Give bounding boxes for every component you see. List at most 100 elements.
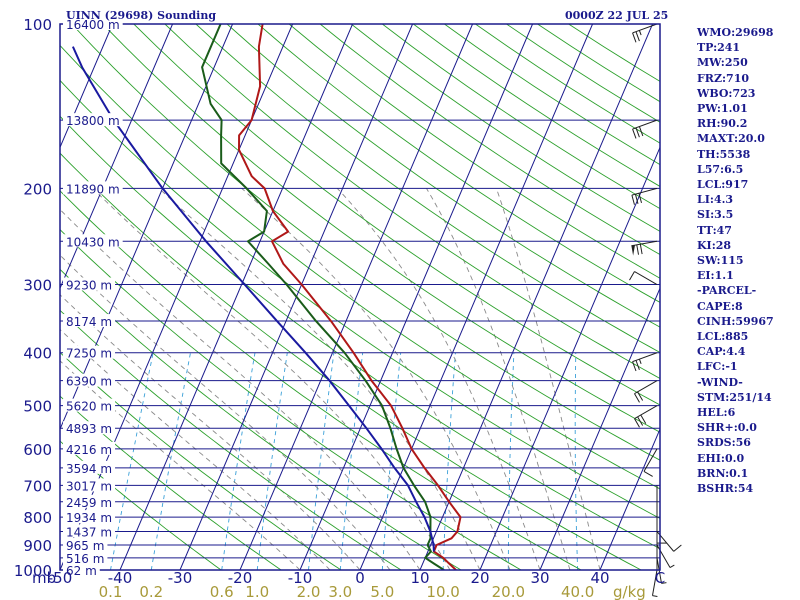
- index-item: WBO:723: [697, 86, 756, 100]
- mixing-ratio-line: [308, 352, 335, 570]
- index-item: TT:47: [697, 223, 732, 237]
- index-item: SI:3.5: [697, 208, 734, 222]
- index-item: LFC:-1: [697, 360, 738, 374]
- index-item: KI:28: [697, 238, 732, 252]
- pressure-label: 800: [23, 509, 52, 527]
- height-label: 7250 m: [66, 347, 112, 361]
- temperature-tick-label: -40: [108, 569, 133, 587]
- temperature-tick-label: C: [655, 569, 665, 587]
- pressure-label: 500: [23, 398, 52, 416]
- pressure-unit-label: mb: [32, 569, 56, 587]
- temperature-tick-label: -50: [48, 569, 73, 587]
- index-item: PW:1.01: [697, 102, 748, 116]
- height-label: 1934 m: [66, 511, 112, 525]
- index-item: -WIND-: [697, 375, 743, 389]
- height-label: 8174 m: [66, 315, 112, 329]
- wind-barb: [632, 352, 658, 372]
- moist-adiabat: [60, 254, 391, 570]
- index-item: L57:6.5: [697, 162, 744, 176]
- wind-barb: [634, 405, 658, 428]
- temperature-tick-label: 40: [590, 569, 609, 587]
- height-label-bg: [63, 345, 116, 359]
- pressure-label: 1000: [14, 562, 52, 580]
- wind-barb: [651, 569, 658, 597]
- wind-barb: [656, 517, 667, 544]
- wind-barb-full: [632, 128, 637, 139]
- isotherm: [60, 24, 234, 431]
- index-item: HEL:6: [697, 406, 736, 420]
- dry-adiabat: [60, 79, 660, 519]
- wind-barb-staff: [656, 544, 671, 568]
- wind-barb: [629, 271, 658, 285]
- mixing-ratio-label: 0.2: [139, 583, 163, 600]
- index-item: SRDS:56: [697, 436, 751, 450]
- wind-barb-full: [637, 416, 644, 426]
- valid-time: 0000Z 22 JUL 25: [565, 9, 669, 22]
- mixing-ratio-unit: g/kg: [613, 583, 646, 600]
- pressure-label: 100: [23, 16, 52, 34]
- height-label-bg: [63, 563, 100, 576]
- wind-barb-half: [652, 595, 658, 597]
- mixing-ratio-label: 0.6: [210, 583, 234, 600]
- isotherm: [359, 24, 594, 570]
- height-label-bg: [63, 460, 116, 474]
- moist-adiabat: [92, 188, 451, 570]
- index-item: CAPE:8: [697, 299, 743, 313]
- wind-barb-full: [640, 414, 647, 424]
- wind-barb-full: [634, 194, 639, 204]
- temperature-tick-label: -20: [228, 569, 253, 587]
- pressure-label: 600: [23, 441, 52, 459]
- wind-barb-staff: [634, 271, 658, 285]
- isotherm: [299, 24, 534, 570]
- wind-barb-full: [635, 360, 640, 370]
- height-label-bg: [63, 373, 116, 387]
- index-item: WMO:29698: [697, 26, 774, 39]
- height-label-bg: [63, 17, 123, 30]
- mixing-ratio-labels: 0.1 0.2 0.6 1.0 2.0 3.0 5.0 10.0 20.0 40.0 g/kg: [99, 583, 646, 600]
- height-label-bg: [63, 478, 116, 492]
- wind-barb-half: [638, 358, 642, 364]
- height-label: 965 m: [66, 539, 104, 553]
- height-label: 11890 m: [66, 182, 120, 196]
- mixing-ratio-label: 10.0: [426, 583, 459, 600]
- wind-barb-full: [634, 418, 640, 428]
- wind-barb-half: [638, 30, 642, 36]
- height-label: 16400 m: [66, 18, 120, 32]
- height-label-bg: [63, 234, 123, 248]
- index-item: BSHR:54: [697, 482, 754, 496]
- wind-barb-flag: [631, 245, 635, 256]
- height-label: 62 m: [66, 564, 97, 578]
- index-item: EI:1.1: [697, 269, 734, 283]
- wind-barb-full: [636, 244, 640, 255]
- isobars: [60, 23, 660, 571]
- wind-barb-full: [635, 127, 640, 138]
- index-item: CAP:4.4: [697, 345, 746, 359]
- wind-barb-staff: [634, 405, 658, 420]
- temperature-tick-label: 0: [355, 569, 365, 587]
- wind-barb-staff: [632, 352, 658, 363]
- height-label-bg: [63, 538, 108, 552]
- wind-barb-full: [643, 470, 653, 477]
- wind-barb-half: [661, 582, 667, 584]
- index-item: MW:250: [697, 56, 748, 70]
- height-label: 10430 m: [66, 235, 120, 249]
- wind-barb-staff: [631, 187, 658, 196]
- mixing-ratio-label: 20.0: [492, 583, 525, 600]
- dewpoint-trace: [201, 24, 445, 570]
- pressure-label: 200: [23, 180, 52, 198]
- temperature-labels: -50 -40 -30 -20 -10 0 10 20 30 40 C: [48, 569, 665, 587]
- moist-adiabat: [241, 188, 511, 570]
- height-label-bg: [63, 524, 116, 538]
- height-label: 13800 m: [66, 114, 120, 128]
- wind-barb: [632, 119, 658, 139]
- wind-barb-half: [669, 564, 675, 568]
- temperature-tick-label: -10: [288, 569, 313, 587]
- mixing-ratio-line: [150, 352, 191, 570]
- height-label-bg: [63, 181, 123, 195]
- height-label: 9230 m: [66, 279, 112, 293]
- pressure-label: 900: [23, 537, 52, 555]
- isotherm: [119, 24, 354, 570]
- mixing-ratio-label: 1.0: [245, 583, 269, 600]
- index-item: TH:5538: [697, 147, 751, 161]
- wind-barb: [656, 544, 675, 568]
